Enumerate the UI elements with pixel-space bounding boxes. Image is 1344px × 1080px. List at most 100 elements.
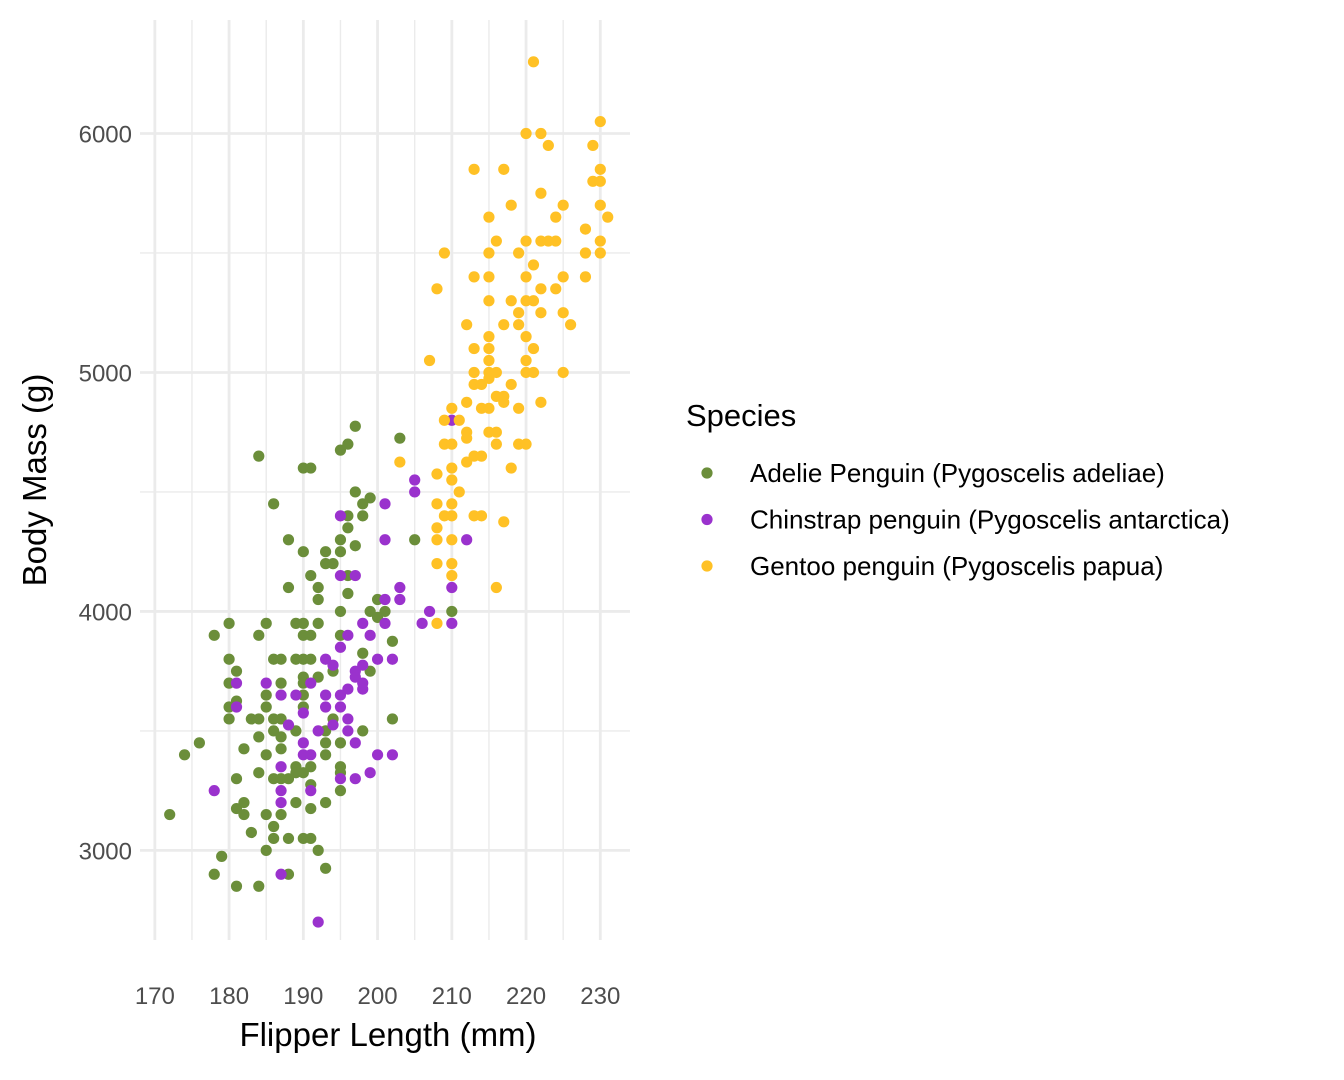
data-point <box>342 438 354 450</box>
data-point <box>275 677 287 689</box>
data-point <box>461 432 473 444</box>
data-point <box>223 617 235 629</box>
data-point <box>438 247 450 259</box>
data-point <box>275 761 287 773</box>
data-point <box>483 247 495 259</box>
data-point <box>297 707 309 719</box>
data-point <box>594 199 606 211</box>
data-point <box>446 474 458 486</box>
data-point <box>431 617 443 629</box>
data-point <box>379 498 391 510</box>
data-point <box>431 522 443 534</box>
data-point <box>334 737 347 749</box>
legend-key <box>701 467 713 479</box>
data-point <box>260 808 272 821</box>
data-point <box>297 767 309 779</box>
x-tick-label: 200 <box>358 983 398 1010</box>
data-point <box>349 420 361 432</box>
data-point <box>535 127 547 140</box>
data-point <box>379 605 391 618</box>
data-point <box>468 271 480 283</box>
data-point <box>268 832 280 845</box>
data-point <box>527 366 540 379</box>
data-point <box>357 617 369 629</box>
legend-title: Species <box>686 398 796 433</box>
data-point <box>446 498 458 510</box>
data-point <box>364 665 376 677</box>
data-point <box>565 319 577 331</box>
data-point <box>342 713 354 725</box>
data-point <box>349 540 361 552</box>
data-point <box>320 689 332 701</box>
data-point <box>461 319 473 331</box>
data-point <box>527 295 540 307</box>
data-point <box>409 486 421 498</box>
x-tick-label: 180 <box>209 983 249 1010</box>
data-point <box>208 629 220 641</box>
data-point <box>446 558 458 570</box>
data-point <box>505 295 517 307</box>
data-point <box>490 366 502 379</box>
data-point <box>468 342 480 355</box>
data-point <box>409 474 421 486</box>
legend-label: Chinstrap penguin (Pygoscelis antarctica… <box>750 505 1230 535</box>
data-point <box>490 581 502 594</box>
y-tick-label: 4000 <box>79 599 132 626</box>
data-point <box>423 605 436 618</box>
data-point <box>520 354 532 367</box>
data-point <box>520 331 532 343</box>
x-tick-label: 230 <box>580 983 620 1010</box>
data-point <box>260 701 272 713</box>
data-point <box>371 611 384 624</box>
data-point <box>208 868 220 880</box>
data-point <box>527 342 540 355</box>
data-point <box>238 743 250 755</box>
data-point <box>513 307 525 319</box>
data-point <box>550 211 562 223</box>
data-point <box>320 653 332 665</box>
data-point <box>364 767 376 779</box>
legend-label: Gentoo penguin (Pygoscelis papua) <box>750 551 1163 581</box>
data-point <box>290 796 302 809</box>
data-point <box>342 629 354 641</box>
data-point <box>386 713 399 725</box>
data-point <box>394 593 406 606</box>
data-point <box>602 211 614 223</box>
data-point <box>483 271 495 283</box>
data-point <box>312 581 324 594</box>
data-point <box>520 127 532 140</box>
data-point <box>268 725 280 737</box>
data-point <box>245 826 257 839</box>
series-1 <box>208 414 473 928</box>
data-point <box>253 629 265 641</box>
data-point <box>446 510 458 522</box>
data-point <box>305 677 317 689</box>
data-point <box>505 462 517 474</box>
data-point <box>446 462 458 474</box>
data-point <box>490 426 502 438</box>
data-point <box>483 295 495 307</box>
data-point <box>579 247 592 259</box>
data-point <box>230 880 243 892</box>
data-point <box>268 498 280 510</box>
data-point <box>527 56 540 68</box>
data-point <box>468 163 480 175</box>
data-point <box>594 115 606 128</box>
data-point <box>305 653 317 665</box>
data-point <box>394 432 406 444</box>
data-point <box>483 342 495 355</box>
data-point <box>557 271 569 283</box>
data-points <box>164 56 614 928</box>
data-point <box>230 701 243 713</box>
data-point <box>334 773 347 785</box>
data-point <box>431 534 443 546</box>
data-point <box>364 629 376 641</box>
data-point <box>349 671 361 683</box>
data-point <box>453 486 465 498</box>
data-point <box>594 163 606 175</box>
data-point <box>431 558 443 570</box>
data-point <box>334 569 347 582</box>
data-point <box>357 683 369 695</box>
data-point <box>342 725 354 737</box>
data-point <box>342 522 354 534</box>
